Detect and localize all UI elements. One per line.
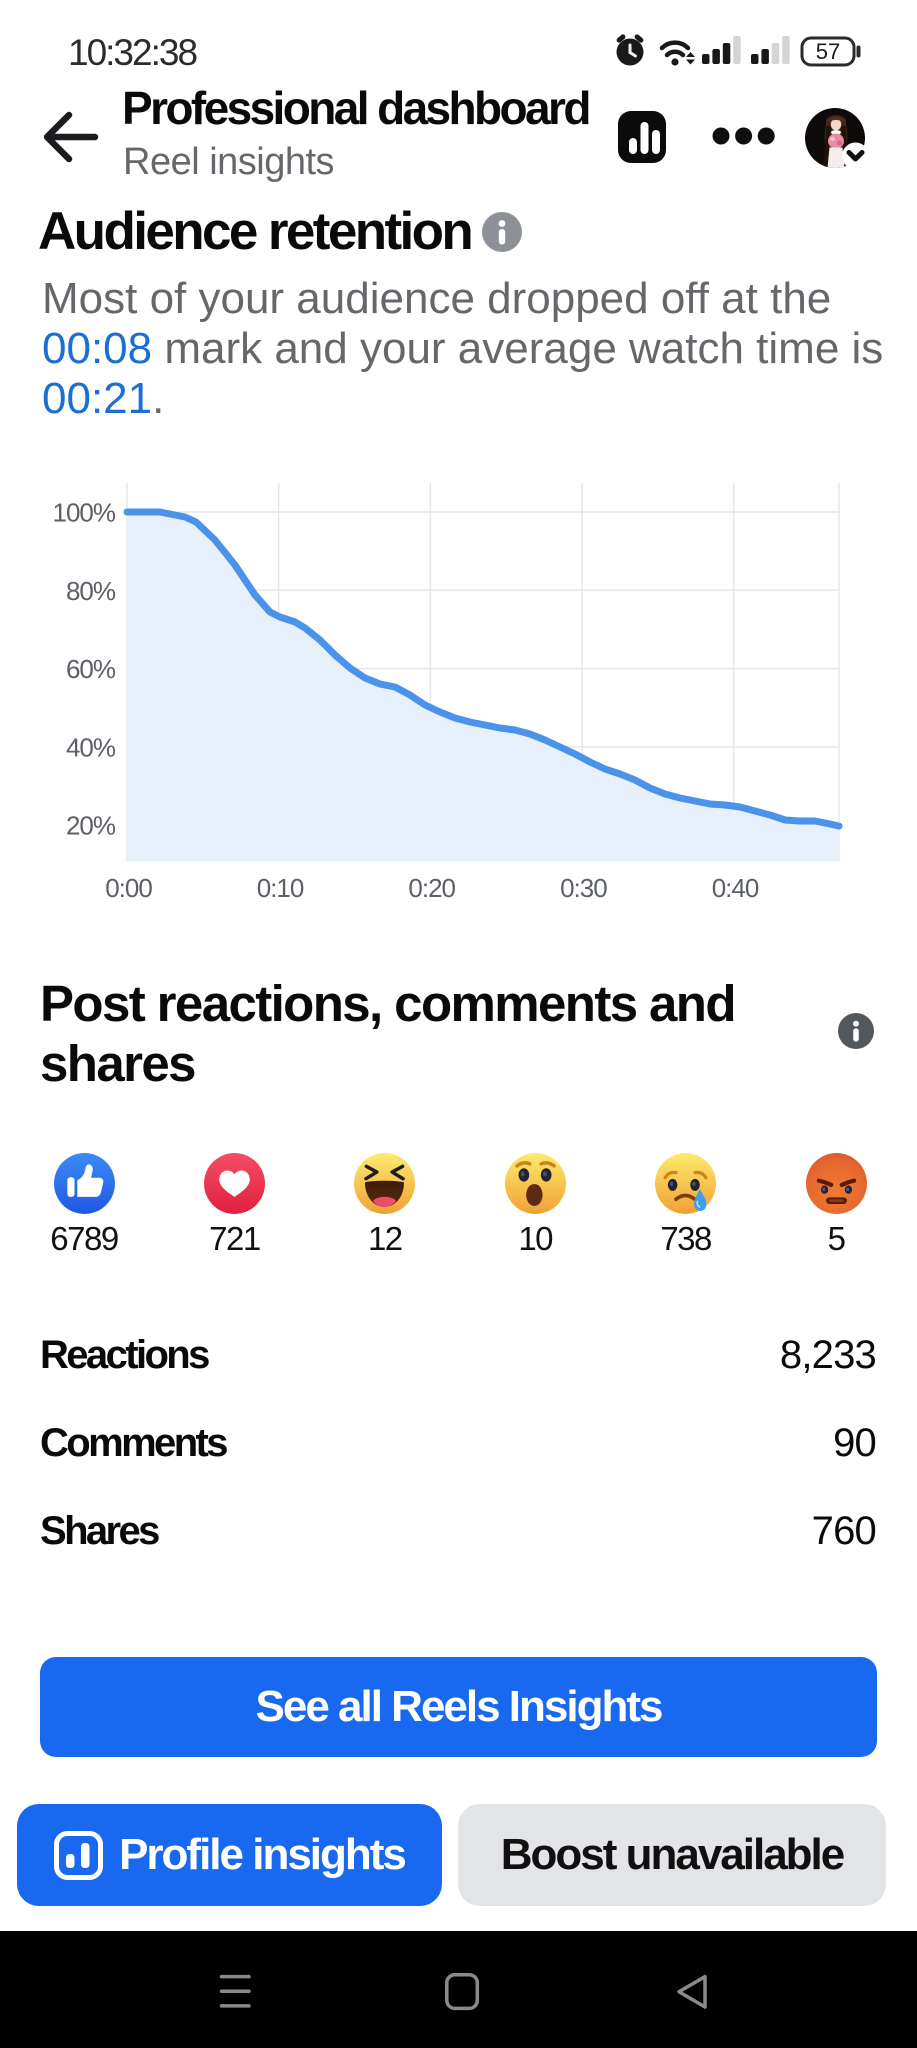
svg-text:100%: 100%	[53, 498, 116, 528]
svg-text:80%: 80%	[66, 576, 116, 606]
svg-text:0:00: 0:00	[105, 873, 152, 903]
svg-text:0:30: 0:30	[560, 873, 607, 903]
svg-text:57: 57	[816, 39, 840, 64]
svg-text:20%: 20%	[66, 811, 116, 841]
svg-text:60%: 60%	[66, 654, 116, 684]
svg-text:0:40: 0:40	[712, 873, 759, 903]
svg-text:0:10: 0:10	[257, 873, 304, 903]
svg-text:40%: 40%	[66, 732, 116, 762]
svg-text:0:20: 0:20	[408, 873, 455, 903]
